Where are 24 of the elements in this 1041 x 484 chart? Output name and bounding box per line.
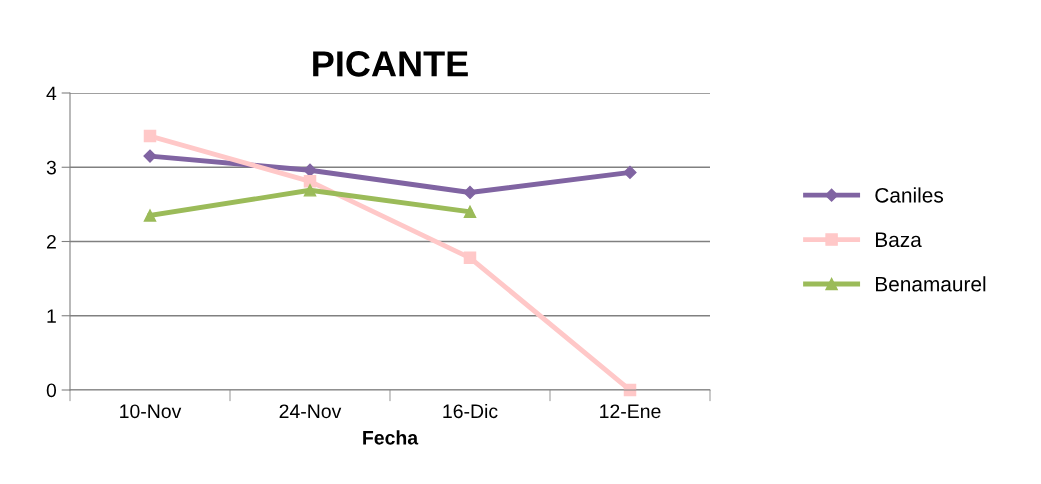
y-tick-label: 0 bbox=[46, 383, 57, 398]
y-tick-label: 2 bbox=[46, 234, 56, 249]
y-tick-label: 4 bbox=[46, 86, 57, 101]
x-axis-title: Fecha bbox=[363, 430, 419, 445]
chart-title: PICANTE bbox=[313, 51, 468, 77]
legend-label: Caniles bbox=[875, 187, 944, 203]
point bbox=[303, 175, 317, 188]
legend-label: Baza bbox=[876, 232, 922, 248]
point bbox=[303, 184, 317, 197]
point bbox=[143, 209, 157, 222]
point bbox=[463, 251, 477, 265]
point bbox=[463, 185, 477, 200]
x-tick-label: 16-Dic bbox=[443, 403, 498, 419]
x-tick-label: 12-Ene bbox=[600, 404, 661, 419]
x-tick-label: 10-Nov bbox=[120, 404, 182, 419]
point bbox=[303, 163, 317, 177]
y-tick-label: 1 bbox=[47, 309, 56, 323]
point bbox=[463, 205, 477, 219]
point bbox=[623, 165, 637, 180]
legend-label: Benamaurel bbox=[876, 276, 986, 292]
x-tick-label: 24-Nov bbox=[279, 404, 342, 419]
point bbox=[143, 149, 157, 163]
point bbox=[143, 129, 157, 143]
y-tick-label: 3 bbox=[46, 160, 56, 175]
